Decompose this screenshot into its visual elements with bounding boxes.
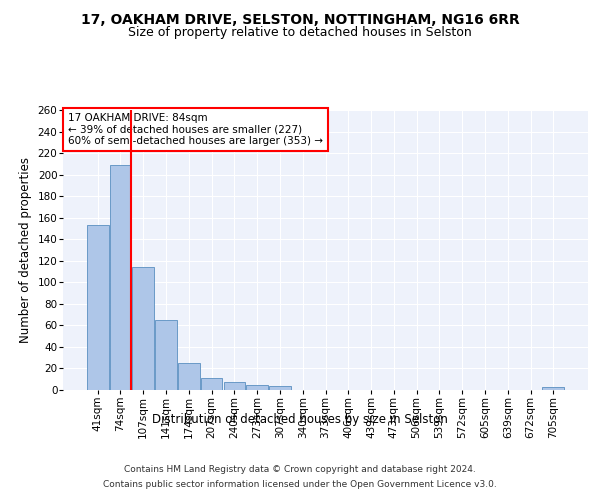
Text: Contains public sector information licensed under the Open Government Licence v3: Contains public sector information licen… bbox=[103, 480, 497, 489]
Bar bbox=[224, 382, 245, 390]
Bar bbox=[133, 267, 154, 390]
Text: Size of property relative to detached houses in Selston: Size of property relative to detached ho… bbox=[128, 26, 472, 39]
Text: 17, OAKHAM DRIVE, SELSTON, NOTTINGHAM, NG16 6RR: 17, OAKHAM DRIVE, SELSTON, NOTTINGHAM, N… bbox=[80, 12, 520, 26]
Bar bbox=[155, 320, 177, 390]
Bar bbox=[110, 165, 131, 390]
Y-axis label: Number of detached properties: Number of detached properties bbox=[19, 157, 32, 343]
Bar bbox=[87, 225, 109, 390]
Bar bbox=[201, 378, 223, 390]
Bar bbox=[178, 363, 200, 390]
Text: Contains HM Land Registry data © Crown copyright and database right 2024.: Contains HM Land Registry data © Crown c… bbox=[124, 465, 476, 474]
Bar bbox=[269, 386, 291, 390]
Bar bbox=[542, 387, 564, 390]
Text: 17 OAKHAM DRIVE: 84sqm
← 39% of detached houses are smaller (227)
60% of semi-de: 17 OAKHAM DRIVE: 84sqm ← 39% of detached… bbox=[68, 113, 323, 146]
Text: Distribution of detached houses by size in Selston: Distribution of detached houses by size … bbox=[152, 412, 448, 426]
Bar bbox=[247, 384, 268, 390]
